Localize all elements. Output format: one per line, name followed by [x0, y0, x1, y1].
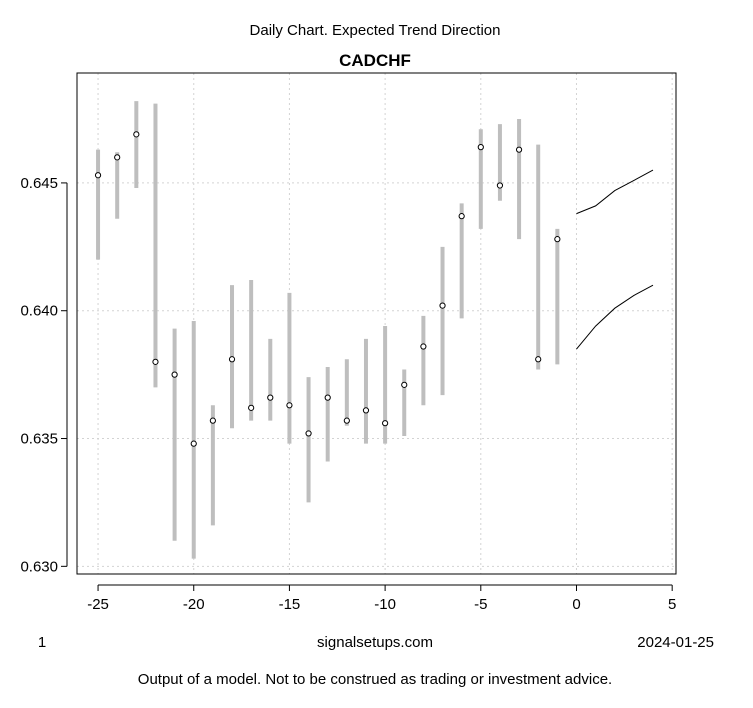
- data-point: [535, 356, 542, 363]
- x-tick-label: -15: [279, 596, 301, 613]
- data-point: [190, 440, 197, 447]
- footer-disclaimer: Output of a model. Not to be construed a…: [138, 671, 612, 688]
- data-point: [152, 358, 159, 365]
- data-point: [94, 172, 102, 179]
- data-point: [209, 417, 216, 424]
- data-point: [515, 146, 523, 153]
- y-axis: 0.630 0.635 0.640 0.645: [20, 175, 68, 575]
- data-point: [343, 417, 350, 424]
- data-point: [382, 420, 389, 427]
- footer-source: signalsetups.com: [317, 634, 433, 651]
- x-tick-label: -5: [474, 596, 487, 613]
- y-tick-label: 0.630: [20, 558, 58, 575]
- data-point: [496, 182, 504, 189]
- x-tick-label: -25: [87, 596, 109, 613]
- y-tick-label: 0.635: [20, 431, 58, 448]
- data-point: [324, 394, 331, 401]
- grid-lines: [77, 73, 676, 574]
- y-tick-label: 0.640: [20, 303, 58, 320]
- range-bars: [96, 101, 560, 559]
- data-point: [267, 394, 274, 401]
- data-point: [362, 407, 370, 414]
- y-tick-label: 0.645: [20, 175, 58, 192]
- data-point: [439, 302, 446, 309]
- data-points: [94, 131, 561, 447]
- data-point: [286, 402, 293, 409]
- data-point: [554, 236, 561, 243]
- chart-title: CADCHF: [339, 51, 411, 70]
- footer-left: 1: [38, 634, 46, 651]
- x-tick-label: -20: [183, 596, 205, 613]
- x-tick-label: 5: [668, 596, 676, 613]
- data-point: [228, 356, 236, 363]
- x-tick-label: 0: [572, 596, 580, 613]
- data-point: [401, 381, 408, 388]
- footer-date: 2024-01-25: [637, 634, 714, 651]
- chart-subtitle: Daily Chart. Expected Trend Direction: [250, 22, 501, 39]
- data-point: [171, 371, 178, 378]
- data-point: [248, 404, 255, 411]
- x-axis: -25 -20 -15 -10 -5 0 5: [87, 584, 676, 613]
- data-point: [114, 154, 121, 161]
- x-tick-label: -10: [374, 596, 396, 613]
- forecast-line: [576, 284, 654, 350]
- data-point: [420, 343, 427, 350]
- data-point: [477, 144, 484, 151]
- data-point: [458, 213, 465, 220]
- data-point: [133, 131, 140, 138]
- forecast-lines: [576, 169, 654, 350]
- plot-frame: [76, 72, 677, 575]
- forecast-line: [576, 169, 654, 215]
- data-point: [305, 430, 312, 437]
